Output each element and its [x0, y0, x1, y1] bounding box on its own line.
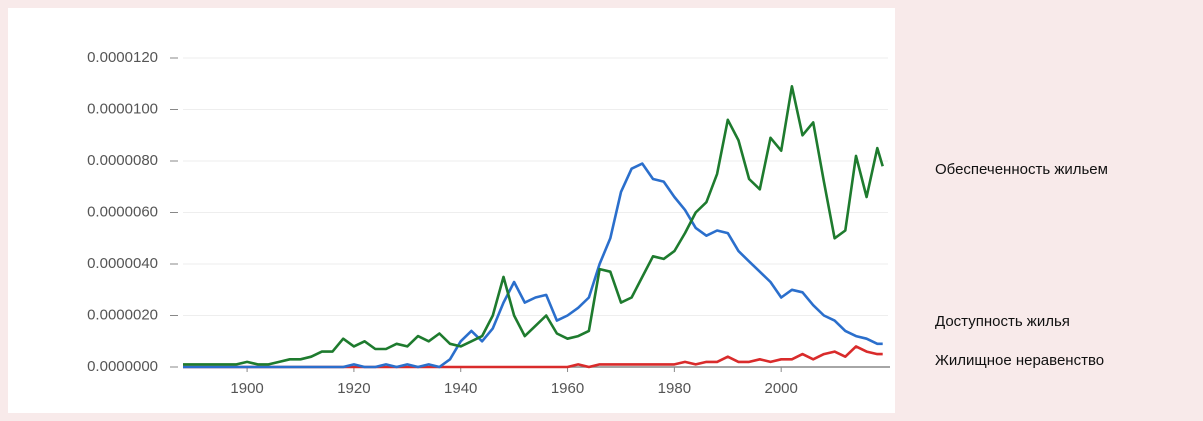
y-tick-label: 0.0000080	[87, 152, 158, 169]
y-tick-label: 0.0000120	[87, 49, 158, 66]
y-tick-label: 0.0000020	[87, 306, 158, 323]
x-tick-label: 1900	[230, 380, 263, 397]
y-tick-label: 0.0000100	[87, 100, 158, 117]
y-tick-label: 0.0000000	[87, 358, 158, 375]
series-line	[183, 85, 884, 366]
x-tick-label: 1940	[444, 380, 477, 397]
x-tick-label: 1960	[551, 380, 584, 397]
series-line	[183, 162, 883, 369]
series-label: Обеспеченность жильем	[935, 161, 1108, 178]
series-label: Доступность жилья	[935, 313, 1070, 330]
x-tick-label: 1920	[337, 380, 370, 397]
y-tick-label: 0.0000060	[87, 203, 158, 220]
x-tick-label: 1980	[658, 380, 691, 397]
x-tick-label: 2000	[764, 380, 797, 397]
series-label: Жилищное неравенство	[935, 352, 1104, 369]
y-tick-label: 0.0000040	[87, 255, 158, 272]
